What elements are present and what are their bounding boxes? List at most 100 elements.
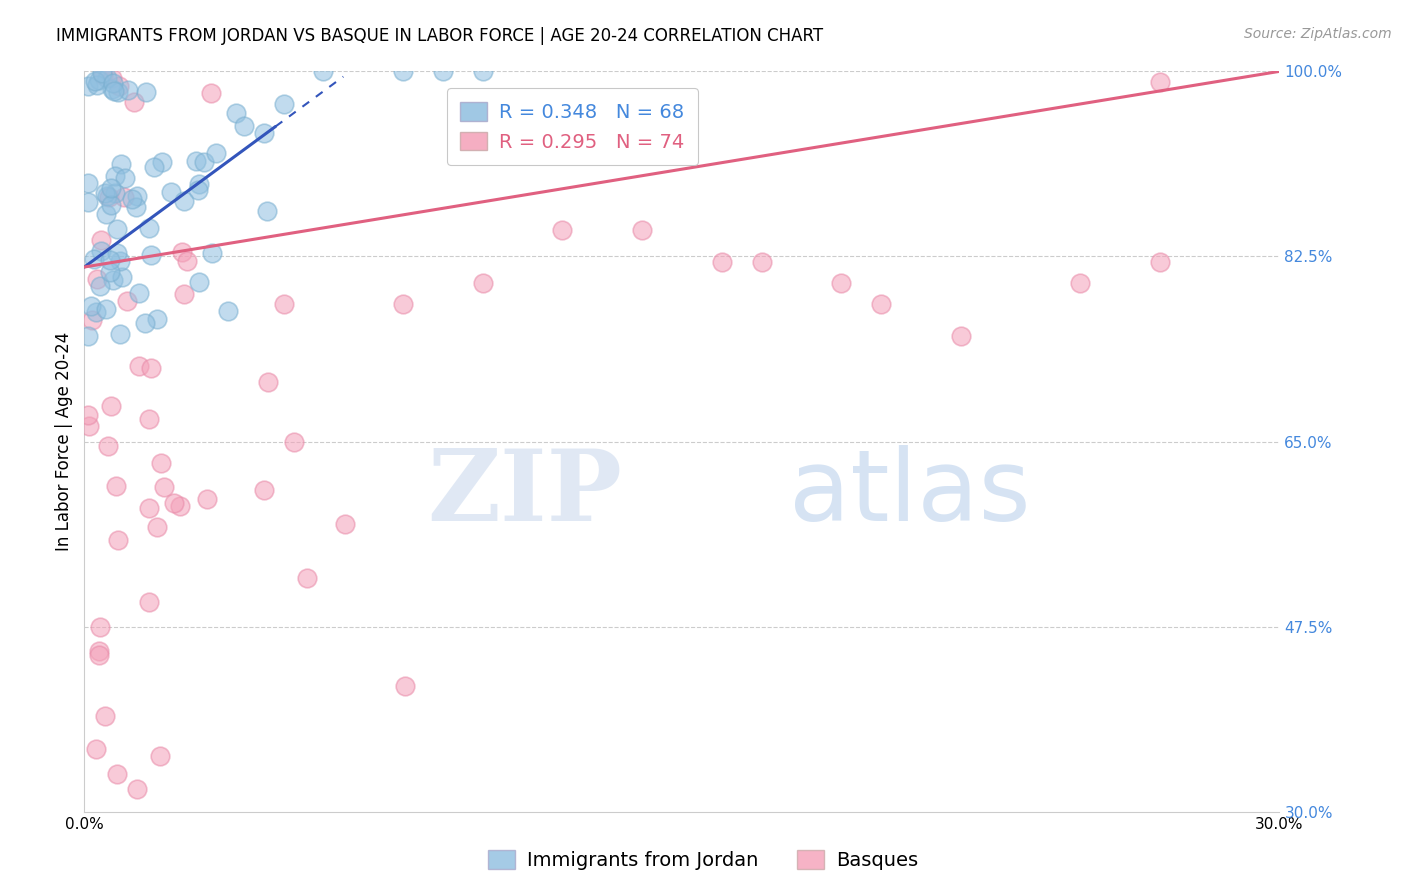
- Point: [392, 297, 415, 311]
- Point: [187, 183, 209, 197]
- Point: [146, 519, 169, 533]
- Point: [100, 181, 122, 195]
- Point: [127, 189, 149, 203]
- Point: [80, 299, 103, 313]
- Point: [108, 79, 131, 94]
- Point: [94, 186, 117, 200]
- Point: [432, 64, 454, 78]
- Point: [87, 644, 110, 658]
- Point: [103, 84, 125, 98]
- Point: [77, 176, 100, 190]
- Point: [138, 501, 160, 516]
- Point: [104, 169, 127, 184]
- Point: [201, 245, 224, 260]
- Point: [710, 254, 733, 268]
- Point: [149, 749, 172, 764]
- Point: [471, 64, 494, 78]
- Point: [97, 190, 120, 204]
- Point: [107, 533, 129, 547]
- Point: [173, 194, 195, 208]
- Point: [91, 65, 114, 79]
- Point: [169, 500, 191, 514]
- Point: [160, 185, 183, 199]
- Point: [134, 316, 156, 330]
- Point: [139, 248, 162, 262]
- Point: [273, 97, 295, 112]
- Point: [253, 483, 276, 498]
- Point: [83, 252, 105, 266]
- Point: [172, 245, 194, 260]
- Point: [149, 456, 172, 470]
- Point: [96, 189, 118, 203]
- Point: [256, 203, 278, 218]
- Point: [135, 85, 157, 99]
- Point: [471, 276, 494, 290]
- Point: [333, 517, 356, 532]
- Text: atlas: atlas: [790, 445, 1031, 541]
- Point: [112, 190, 135, 204]
- Text: IMMIGRANTS FROM JORDAN VS BASQUE IN LABOR FORCE | AGE 20-24 CORRELATION CHART: IMMIGRANTS FROM JORDAN VS BASQUE IN LABO…: [56, 27, 824, 45]
- Point: [94, 207, 117, 221]
- Point: [82, 313, 104, 327]
- Text: Source: ZipAtlas.com: Source: ZipAtlas.com: [1244, 27, 1392, 41]
- Point: [551, 223, 574, 237]
- Point: [145, 312, 167, 326]
- Point: [77, 418, 100, 433]
- Point: [392, 64, 415, 78]
- Point: [107, 767, 129, 781]
- Point: [150, 155, 173, 169]
- Point: [84, 74, 107, 88]
- Point: [173, 287, 195, 301]
- Y-axis label: In Labor Force | Age 20-24: In Labor Force | Age 20-24: [55, 332, 73, 551]
- Point: [114, 171, 136, 186]
- Point: [193, 154, 215, 169]
- Point: [100, 399, 122, 413]
- Point: [195, 492, 218, 507]
- Point: [253, 126, 276, 140]
- Point: [283, 434, 305, 449]
- Point: [98, 253, 121, 268]
- Point: [117, 83, 139, 97]
- Point: [273, 297, 295, 311]
- Point: [101, 273, 124, 287]
- Point: [162, 496, 184, 510]
- Point: [96, 439, 118, 453]
- Point: [100, 198, 122, 212]
- Point: [256, 376, 278, 390]
- Point: [143, 160, 166, 174]
- Point: [103, 77, 125, 91]
- Point: [1149, 254, 1171, 268]
- Point: [297, 571, 319, 585]
- Point: [89, 279, 111, 293]
- Point: [124, 200, 146, 214]
- Point: [77, 409, 100, 423]
- Point: [830, 276, 852, 290]
- Point: [128, 286, 150, 301]
- Point: [124, 95, 146, 109]
- Point: [138, 221, 160, 235]
- Point: [111, 270, 134, 285]
- Point: [117, 294, 139, 309]
- Point: [394, 679, 416, 693]
- Point: [108, 254, 131, 268]
- Point: [104, 479, 127, 493]
- Point: [93, 708, 115, 723]
- Point: [200, 86, 222, 100]
- Legend: R = 0.348   N = 68, R = 0.295   N = 74: R = 0.348 N = 68, R = 0.295 N = 74: [447, 88, 697, 165]
- Point: [90, 233, 112, 247]
- Point: [138, 412, 160, 426]
- Point: [93, 68, 115, 82]
- Point: [751, 254, 773, 268]
- Point: [103, 186, 125, 200]
- Point: [86, 272, 108, 286]
- Point: [89, 648, 111, 662]
- Point: [217, 304, 239, 318]
- Point: [153, 480, 176, 494]
- Point: [188, 275, 211, 289]
- Point: [139, 361, 162, 376]
- Point: [107, 222, 129, 236]
- Point: [108, 327, 131, 342]
- Point: [96, 70, 118, 85]
- Point: [89, 619, 111, 633]
- Point: [127, 781, 149, 796]
